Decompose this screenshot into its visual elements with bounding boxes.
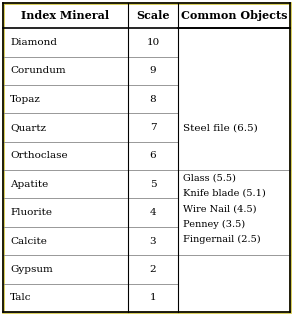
Text: 9: 9 xyxy=(150,66,156,76)
Text: 5: 5 xyxy=(150,180,156,189)
Text: Common Objects: Common Objects xyxy=(181,10,287,21)
Text: 4: 4 xyxy=(150,208,156,217)
Text: Fluorite: Fluorite xyxy=(10,208,52,217)
Text: 2: 2 xyxy=(150,265,156,274)
Text: Index Mineral: Index Mineral xyxy=(21,10,110,21)
Text: Quartz: Quartz xyxy=(10,123,46,132)
Text: 7: 7 xyxy=(150,123,156,132)
Text: Steel file (6.5): Steel file (6.5) xyxy=(183,123,258,132)
Text: Glass (5.5): Glass (5.5) xyxy=(183,173,236,182)
Text: Gypsum: Gypsum xyxy=(10,265,53,274)
Text: Wire Nail (4.5): Wire Nail (4.5) xyxy=(183,204,257,213)
Text: Orthoclase: Orthoclase xyxy=(10,152,68,160)
Text: Calcite: Calcite xyxy=(10,237,47,245)
Text: Penney (3.5): Penney (3.5) xyxy=(183,220,245,229)
Text: 1: 1 xyxy=(150,293,156,302)
Text: Talc: Talc xyxy=(10,293,32,302)
Text: Apatite: Apatite xyxy=(10,180,48,189)
Text: 8: 8 xyxy=(150,95,156,104)
Text: 3: 3 xyxy=(150,237,156,245)
Text: 6: 6 xyxy=(150,152,156,160)
Text: Topaz: Topaz xyxy=(10,95,41,104)
Text: Scale: Scale xyxy=(136,10,170,21)
Text: 10: 10 xyxy=(146,38,160,47)
Text: Fingernail (2.5): Fingernail (2.5) xyxy=(183,235,261,244)
Text: Diamond: Diamond xyxy=(10,38,57,47)
Text: Knife blade (5.1): Knife blade (5.1) xyxy=(183,189,266,198)
Text: Corundum: Corundum xyxy=(10,66,66,76)
